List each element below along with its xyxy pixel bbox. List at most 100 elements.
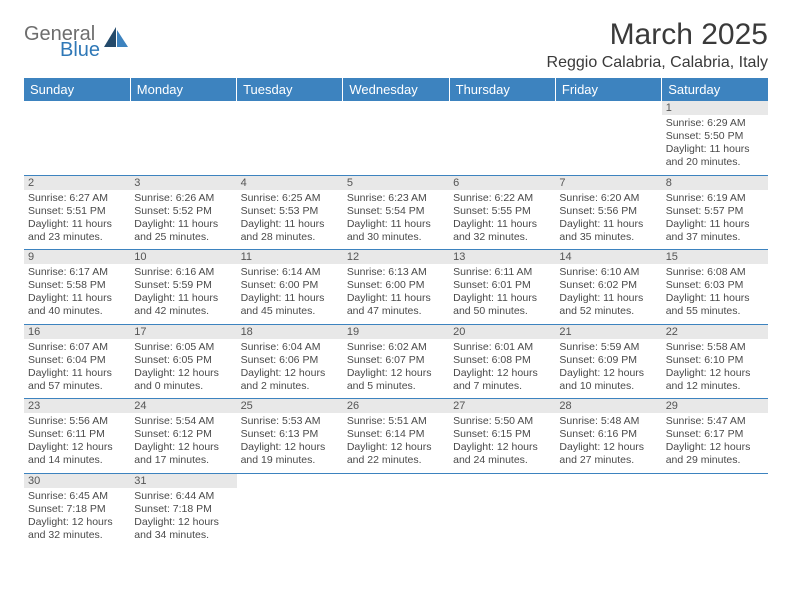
- day-number-cell: 29: [662, 399, 768, 414]
- sunset-text: Sunset: 6:16 PM: [559, 428, 657, 441]
- sunrise-text: Sunrise: 5:50 AM: [453, 415, 551, 428]
- day-content-row: Sunrise: 6:45 AMSunset: 7:18 PMDaylight:…: [24, 488, 768, 548]
- sunset-text: Sunset: 5:53 PM: [241, 205, 339, 218]
- day-number-cell: 8: [662, 175, 768, 190]
- day-number-cell: 20: [449, 324, 555, 339]
- day-content-cell: Sunrise: 6:04 AMSunset: 6:06 PMDaylight:…: [237, 339, 343, 399]
- day-content-row: Sunrise: 6:27 AMSunset: 5:51 PMDaylight:…: [24, 190, 768, 250]
- sunrise-text: Sunrise: 6:07 AM: [28, 341, 126, 354]
- daylight-text: Daylight: 11 hours and 25 minutes.: [134, 218, 232, 244]
- day-number-cell: 13: [449, 250, 555, 265]
- weekday-header: Thursday: [449, 78, 555, 101]
- day-content-cell: Sunrise: 6:19 AMSunset: 5:57 PMDaylight:…: [662, 190, 768, 250]
- sunrise-text: Sunrise: 6:01 AM: [453, 341, 551, 354]
- sunset-text: Sunset: 5:58 PM: [28, 279, 126, 292]
- weekday-header-row: Sunday Monday Tuesday Wednesday Thursday…: [24, 78, 768, 101]
- day-content-cell: [555, 488, 661, 548]
- day-number-cell: 15: [662, 250, 768, 265]
- title-block: March 2025 Reggio Calabria, Calabria, It…: [547, 18, 768, 72]
- day-content-cell: [662, 488, 768, 548]
- weekday-header: Sunday: [24, 78, 130, 101]
- sunset-text: Sunset: 5:51 PM: [28, 205, 126, 218]
- day-content-cell: Sunrise: 6:08 AMSunset: 6:03 PMDaylight:…: [662, 264, 768, 324]
- daylight-text: Daylight: 11 hours and 28 minutes.: [241, 218, 339, 244]
- sunrise-text: Sunrise: 6:26 AM: [134, 192, 232, 205]
- day-content-cell: Sunrise: 6:27 AMSunset: 5:51 PMDaylight:…: [24, 190, 130, 250]
- sunset-text: Sunset: 6:01 PM: [453, 279, 551, 292]
- daylight-text: Daylight: 12 hours and 5 minutes.: [347, 367, 445, 393]
- sunrise-text: Sunrise: 6:45 AM: [28, 490, 126, 503]
- daylight-text: Daylight: 11 hours and 50 minutes.: [453, 292, 551, 318]
- daylight-text: Daylight: 11 hours and 37 minutes.: [666, 218, 764, 244]
- sunset-text: Sunset: 6:06 PM: [241, 354, 339, 367]
- daylight-text: Daylight: 12 hours and 10 minutes.: [559, 367, 657, 393]
- daylight-text: Daylight: 12 hours and 29 minutes.: [666, 441, 764, 467]
- day-content-cell: Sunrise: 5:58 AMSunset: 6:10 PMDaylight:…: [662, 339, 768, 399]
- sunrise-text: Sunrise: 6:11 AM: [453, 266, 551, 279]
- day-content-cell: Sunrise: 6:23 AMSunset: 5:54 PMDaylight:…: [343, 190, 449, 250]
- day-number-cell: 10: [130, 250, 236, 265]
- day-number-cell: 3: [130, 175, 236, 190]
- day-number-cell: 21: [555, 324, 661, 339]
- sunrise-text: Sunrise: 5:54 AM: [134, 415, 232, 428]
- day-number-cell: 2: [24, 175, 130, 190]
- day-content-cell: Sunrise: 6:10 AMSunset: 6:02 PMDaylight:…: [555, 264, 661, 324]
- day-content-cell: Sunrise: 6:20 AMSunset: 5:56 PMDaylight:…: [555, 190, 661, 250]
- day-number-cell: [449, 101, 555, 115]
- weekday-header: Saturday: [662, 78, 768, 101]
- daylight-text: Daylight: 12 hours and 24 minutes.: [453, 441, 551, 467]
- day-number-cell: [662, 473, 768, 488]
- day-content-cell: [343, 115, 449, 175]
- sunrise-text: Sunrise: 6:23 AM: [347, 192, 445, 205]
- day-number-cell: [449, 473, 555, 488]
- sunrise-text: Sunrise: 6:16 AM: [134, 266, 232, 279]
- day-content-row: Sunrise: 6:29 AMSunset: 5:50 PMDaylight:…: [24, 115, 768, 175]
- day-content-cell: Sunrise: 6:25 AMSunset: 5:53 PMDaylight:…: [237, 190, 343, 250]
- day-number-cell: 11: [237, 250, 343, 265]
- day-content-cell: Sunrise: 6:13 AMSunset: 6:00 PMDaylight:…: [343, 264, 449, 324]
- sunset-text: Sunset: 6:14 PM: [347, 428, 445, 441]
- sunrise-text: Sunrise: 6:20 AM: [559, 192, 657, 205]
- sunrise-text: Sunrise: 6:14 AM: [241, 266, 339, 279]
- day-content-cell: [343, 488, 449, 548]
- sunrise-text: Sunrise: 6:44 AM: [134, 490, 232, 503]
- sunrise-text: Sunrise: 5:51 AM: [347, 415, 445, 428]
- logo: General Blue: [24, 18, 130, 60]
- day-number-cell: [237, 101, 343, 115]
- day-number-cell: 6: [449, 175, 555, 190]
- daylight-text: Daylight: 11 hours and 20 minutes.: [666, 143, 764, 169]
- sunset-text: Sunset: 5:52 PM: [134, 205, 232, 218]
- sunrise-text: Sunrise: 6:19 AM: [666, 192, 764, 205]
- sunset-text: Sunset: 6:00 PM: [347, 279, 445, 292]
- daylight-text: Daylight: 12 hours and 19 minutes.: [241, 441, 339, 467]
- day-content-cell: Sunrise: 6:16 AMSunset: 5:59 PMDaylight:…: [130, 264, 236, 324]
- weekday-header: Wednesday: [343, 78, 449, 101]
- day-number-cell: [343, 473, 449, 488]
- sunset-text: Sunset: 6:03 PM: [666, 279, 764, 292]
- daylight-text: Daylight: 11 hours and 45 minutes.: [241, 292, 339, 318]
- day-number-row: 9101112131415: [24, 250, 768, 265]
- day-number-cell: 18: [237, 324, 343, 339]
- day-content-cell: Sunrise: 6:22 AMSunset: 5:55 PMDaylight:…: [449, 190, 555, 250]
- sunrise-text: Sunrise: 5:48 AM: [559, 415, 657, 428]
- day-number-cell: 31: [130, 473, 236, 488]
- sunset-text: Sunset: 6:13 PM: [241, 428, 339, 441]
- daylight-text: Daylight: 12 hours and 34 minutes.: [134, 516, 232, 542]
- day-content-cell: Sunrise: 6:05 AMSunset: 6:05 PMDaylight:…: [130, 339, 236, 399]
- day-content-cell: [237, 488, 343, 548]
- sunrise-text: Sunrise: 5:56 AM: [28, 415, 126, 428]
- day-content-cell: Sunrise: 5:56 AMSunset: 6:11 PMDaylight:…: [24, 413, 130, 473]
- daylight-text: Daylight: 11 hours and 52 minutes.: [559, 292, 657, 318]
- daylight-text: Daylight: 12 hours and 32 minutes.: [28, 516, 126, 542]
- day-number-cell: 30: [24, 473, 130, 488]
- sunset-text: Sunset: 7:18 PM: [28, 503, 126, 516]
- day-content-cell: [449, 115, 555, 175]
- sunrise-text: Sunrise: 5:59 AM: [559, 341, 657, 354]
- day-content-cell: [130, 115, 236, 175]
- day-number-cell: 9: [24, 250, 130, 265]
- day-content-cell: Sunrise: 6:14 AMSunset: 6:00 PMDaylight:…: [237, 264, 343, 324]
- day-number-cell: 28: [555, 399, 661, 414]
- day-content-cell: Sunrise: 5:59 AMSunset: 6:09 PMDaylight:…: [555, 339, 661, 399]
- daylight-text: Daylight: 12 hours and 14 minutes.: [28, 441, 126, 467]
- day-number-row: 16171819202122: [24, 324, 768, 339]
